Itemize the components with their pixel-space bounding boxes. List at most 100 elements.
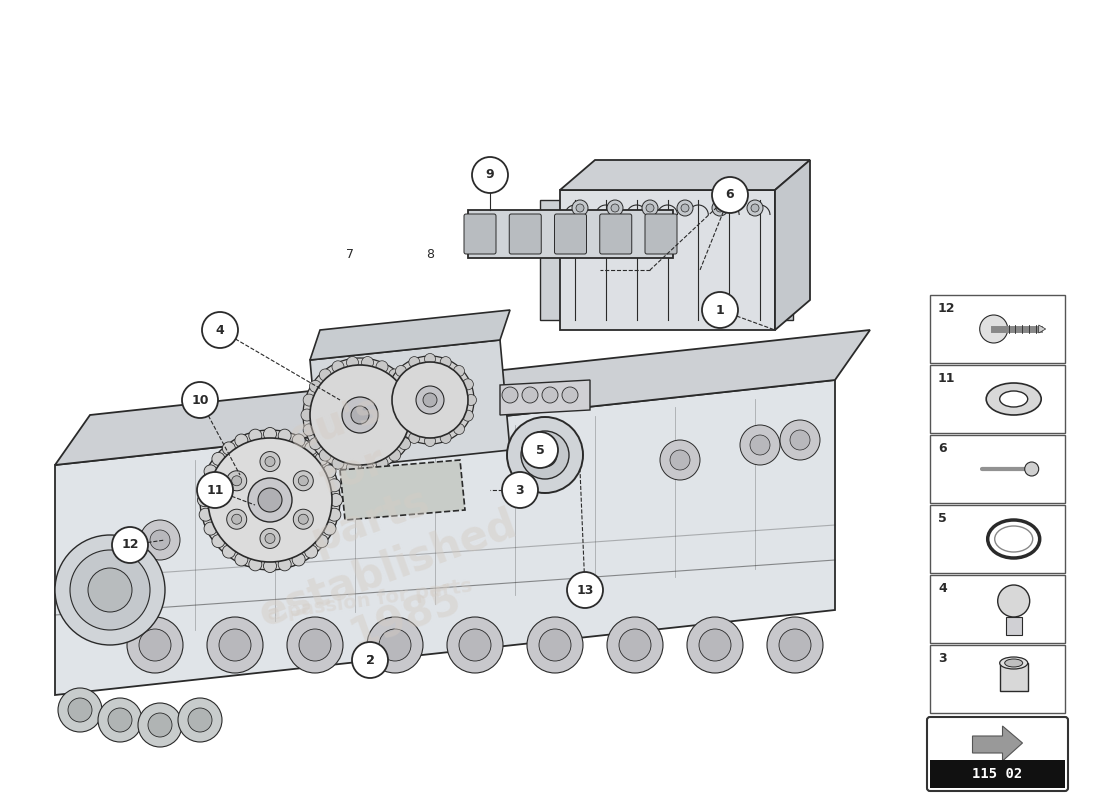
Circle shape bbox=[301, 409, 314, 421]
Circle shape bbox=[70, 550, 150, 630]
FancyBboxPatch shape bbox=[930, 295, 1065, 363]
Circle shape bbox=[278, 558, 292, 571]
Circle shape bbox=[108, 708, 132, 732]
Circle shape bbox=[248, 478, 292, 522]
Circle shape bbox=[204, 522, 217, 535]
Circle shape bbox=[440, 432, 451, 443]
Circle shape bbox=[305, 442, 318, 455]
Text: 3: 3 bbox=[516, 483, 525, 497]
Circle shape bbox=[249, 429, 262, 442]
Circle shape bbox=[405, 424, 417, 436]
Circle shape bbox=[676, 200, 693, 216]
Circle shape bbox=[376, 458, 388, 470]
Circle shape bbox=[293, 553, 305, 566]
Circle shape bbox=[265, 457, 275, 466]
Circle shape bbox=[294, 510, 313, 530]
Circle shape bbox=[670, 450, 690, 470]
Circle shape bbox=[407, 409, 419, 421]
Text: eu's
for
parts
established
1985: eu's for parts established 1985 bbox=[199, 356, 540, 684]
Text: 4: 4 bbox=[938, 582, 947, 595]
Circle shape bbox=[740, 425, 780, 465]
Circle shape bbox=[323, 465, 336, 478]
Circle shape bbox=[386, 379, 397, 390]
Circle shape bbox=[298, 514, 308, 524]
Circle shape bbox=[315, 534, 328, 548]
Circle shape bbox=[328, 508, 341, 521]
Circle shape bbox=[328, 479, 341, 492]
Circle shape bbox=[222, 442, 235, 455]
Circle shape bbox=[447, 617, 503, 673]
Text: 115 02: 115 02 bbox=[972, 767, 1023, 781]
Circle shape bbox=[472, 157, 508, 193]
Circle shape bbox=[68, 698, 92, 722]
FancyBboxPatch shape bbox=[930, 760, 1065, 788]
Ellipse shape bbox=[1004, 659, 1023, 667]
Circle shape bbox=[362, 357, 374, 369]
Circle shape bbox=[572, 200, 588, 216]
Circle shape bbox=[235, 434, 248, 447]
FancyBboxPatch shape bbox=[645, 214, 676, 254]
FancyBboxPatch shape bbox=[554, 214, 586, 254]
Circle shape bbox=[646, 204, 654, 212]
Polygon shape bbox=[468, 210, 673, 258]
Polygon shape bbox=[972, 726, 1023, 761]
Circle shape bbox=[405, 394, 417, 406]
Circle shape bbox=[264, 427, 276, 441]
Text: 5: 5 bbox=[938, 513, 947, 526]
Circle shape bbox=[222, 545, 235, 558]
Circle shape bbox=[384, 394, 395, 406]
Polygon shape bbox=[340, 460, 465, 520]
Text: 10: 10 bbox=[191, 394, 209, 406]
Circle shape bbox=[780, 420, 820, 460]
Circle shape bbox=[527, 617, 583, 673]
Circle shape bbox=[462, 379, 473, 390]
Circle shape bbox=[576, 204, 584, 212]
Text: 11: 11 bbox=[207, 483, 223, 497]
Text: 9: 9 bbox=[486, 169, 494, 182]
Circle shape bbox=[300, 480, 340, 520]
Circle shape bbox=[299, 629, 331, 661]
Circle shape bbox=[178, 698, 222, 742]
Circle shape bbox=[507, 417, 583, 493]
Circle shape bbox=[750, 435, 770, 455]
Circle shape bbox=[212, 534, 224, 548]
Polygon shape bbox=[310, 340, 510, 470]
Circle shape bbox=[298, 476, 308, 486]
Polygon shape bbox=[55, 330, 870, 465]
Circle shape bbox=[562, 387, 578, 403]
Circle shape bbox=[425, 435, 436, 446]
Circle shape bbox=[352, 642, 388, 678]
Circle shape bbox=[227, 470, 246, 490]
Text: 12: 12 bbox=[938, 302, 956, 315]
Circle shape bbox=[139, 629, 170, 661]
Circle shape bbox=[208, 438, 332, 562]
Circle shape bbox=[386, 356, 474, 444]
FancyBboxPatch shape bbox=[930, 505, 1065, 573]
Circle shape bbox=[305, 545, 318, 558]
Circle shape bbox=[392, 362, 468, 438]
Circle shape bbox=[293, 434, 305, 447]
Circle shape bbox=[265, 534, 275, 543]
Circle shape bbox=[751, 204, 759, 212]
Circle shape bbox=[607, 617, 663, 673]
Circle shape bbox=[502, 387, 518, 403]
Circle shape bbox=[660, 440, 700, 480]
Circle shape bbox=[188, 708, 212, 732]
Circle shape bbox=[199, 479, 212, 492]
Circle shape bbox=[302, 358, 417, 472]
Circle shape bbox=[522, 387, 538, 403]
Polygon shape bbox=[500, 380, 590, 415]
Circle shape bbox=[712, 177, 748, 213]
Circle shape bbox=[315, 452, 328, 466]
Circle shape bbox=[522, 432, 558, 468]
Circle shape bbox=[227, 510, 246, 530]
Circle shape bbox=[619, 629, 651, 661]
Circle shape bbox=[230, 510, 250, 530]
Circle shape bbox=[212, 452, 224, 466]
FancyBboxPatch shape bbox=[930, 645, 1065, 713]
Circle shape bbox=[542, 387, 558, 403]
FancyBboxPatch shape bbox=[927, 717, 1068, 791]
Circle shape bbox=[309, 438, 321, 450]
Circle shape bbox=[980, 315, 1008, 343]
Circle shape bbox=[140, 520, 180, 560]
